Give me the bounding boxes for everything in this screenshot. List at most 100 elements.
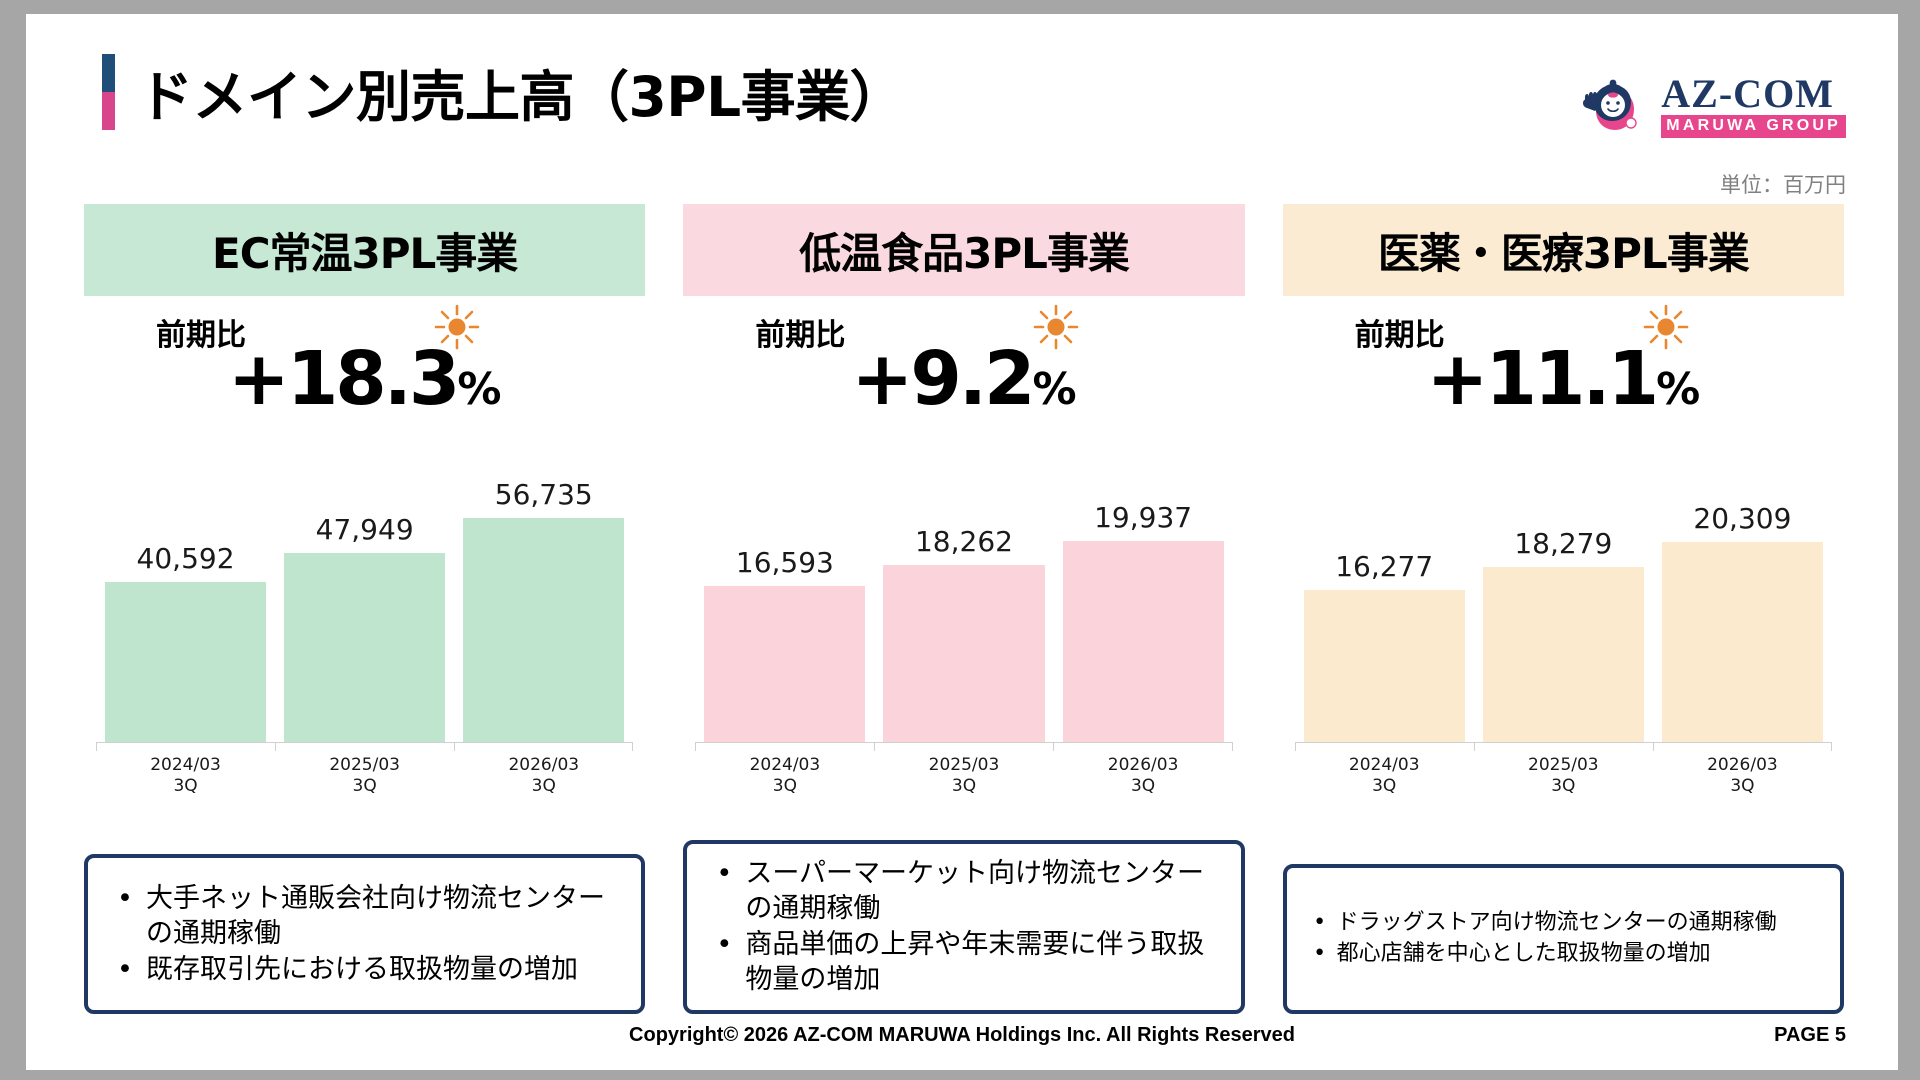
bar-column: 40,592: [104, 452, 267, 742]
title-accent-bar: [102, 54, 115, 130]
unit-note: 単位：百万円: [1720, 173, 1846, 197]
bar-rect: [284, 553, 446, 742]
panel-pharma-medical: 医薬・医療3PL事業 前期比: [1282, 204, 1844, 1024]
growth-value: +9.2%: [683, 336, 1244, 422]
bullet-icon: •: [117, 882, 133, 914]
axis-label: 2025/03 3Q: [1483, 755, 1644, 798]
bar-chart: 16,277 18,279 20,309: [1283, 452, 1844, 742]
bullet-icon: •: [716, 857, 733, 889]
bar-value-label: 16,277: [1335, 550, 1434, 583]
bullet-icon: •: [117, 953, 133, 985]
bar-rect: [104, 582, 267, 742]
bar-value-label: 40,592: [136, 542, 235, 575]
axis-label-line2: 3Q: [1551, 776, 1576, 797]
axis-tick: [1294, 742, 1296, 751]
bullet-icon: •: [1313, 941, 1327, 966]
axis-label: 2026/03 3Q: [463, 755, 624, 798]
chart-axis: [96, 742, 634, 751]
axis-tick: [96, 742, 97, 751]
growth-block: 前期比 +11.1%: [1283, 304, 1844, 444]
axis-label-line2: 3Q: [173, 776, 198, 797]
axis-label-line1: 2024/03: [1348, 755, 1420, 775]
note-text: 商品単価の上昇や年末需要に伴う取扱物量の増加: [745, 928, 1205, 996]
notes-box: • スーパーマーケット向け物流センターの通期稼働 • 商品単価の上昇や年末需要に…: [683, 839, 1245, 1014]
company-logo: AZ-COM MARUWA GROUP: [1573, 71, 1846, 139]
growth-label: 前期比: [1354, 318, 1445, 353]
note-item: • スーパーマーケット向け物流センターの通期稼働: [703, 856, 1224, 927]
sun-icon: [1034, 304, 1079, 350]
axis-label-line2: 3Q: [531, 776, 556, 797]
sun-icon: [1643, 304, 1688, 350]
bullet-icon: •: [716, 928, 733, 960]
axis-tick: [1053, 742, 1055, 751]
bar-rect: [883, 565, 1045, 742]
growth-percent-sign: %: [1032, 364, 1077, 415]
axis-label: 2024/03 3Q: [105, 755, 266, 798]
bar-rect: [704, 586, 866, 742]
bar-column: 56,735: [463, 452, 625, 742]
bar-rect: [1303, 590, 1465, 742]
panel-ec-ambient: EC常温3PL事業 前期比: [84, 204, 646, 1024]
bar-column: 18,262: [883, 452, 1045, 742]
axis-label: 2025/03 3Q: [284, 755, 445, 798]
note-item: • 商品単価の上昇や年末需要に伴う取扱物量の増加: [703, 927, 1224, 998]
bar-rect: [463, 518, 625, 742]
axis-tick: [274, 742, 276, 751]
note-text: 大手ネット通販会社向け物流センターの通期稼働: [146, 882, 605, 950]
sun-icon: [434, 304, 480, 350]
growth-number: +11.1: [1426, 336, 1659, 422]
bar-value-label: 18,262: [914, 525, 1013, 558]
logo-brand-text: AZ-COM: [1661, 71, 1834, 116]
note-item: • ドラッグストア向け物流センターの通期稼働: [1303, 908, 1824, 939]
note-text: ドラッグストア向け物流センターの通期稼働: [1336, 910, 1777, 936]
note-text: スーパーマーケット向け物流センターの通期稼働: [745, 857, 1205, 925]
axis-label: 2026/03 3Q: [1662, 755, 1823, 798]
note-item: • 都心店舗を中心とした取扱物量の増加: [1303, 939, 1824, 970]
bar-rect: [1482, 567, 1644, 742]
axis-tick: [1473, 742, 1475, 751]
note-text: 都心店舗を中心とした取扱物量の増加: [1336, 941, 1711, 966]
bar-value-label: 56,735: [494, 478, 593, 511]
axis-tick: [1231, 742, 1233, 751]
axis-tick: [874, 742, 876, 751]
bar-chart: 40,592 47,949 56,735: [84, 452, 645, 742]
note-item: • 大手ネット通販会社向け物流センターの通期稼働: [104, 881, 625, 952]
bar-column: 19,937: [1062, 452, 1224, 742]
bar-value-label: 47,949: [315, 513, 414, 546]
bar-group: 16,593 18,262 19,937: [695, 452, 1232, 742]
bar-column: 47,949: [284, 452, 446, 742]
note-text: 既存取引先における取扱物量の増加: [146, 953, 578, 985]
axis-labels: 2024/03 3Q 2025/03 3Q 2026/03 3Q: [695, 755, 1232, 798]
axis-label-line2: 3Q: [352, 776, 377, 797]
growth-value: +11.1%: [1283, 336, 1844, 422]
axis-label-line1: 2026/03: [1107, 755, 1179, 775]
accent-bar-navy: [102, 54, 115, 92]
axis-label-line2: 3Q: [1130, 776, 1156, 797]
bar-column: 16,593: [704, 452, 866, 742]
bar-value-label: 18,279: [1514, 527, 1613, 560]
bar-column: 20,309: [1661, 452, 1824, 742]
bar-column: 16,277: [1303, 452, 1465, 742]
slide-header: ドメイン別売上高（3PL事業） AZ-COM MARUWA G: [26, 14, 1898, 164]
axis-label: 2024/03 3Q: [704, 755, 865, 798]
bar-group: 40,592 47,949 56,735: [96, 452, 633, 742]
bar-value-label: 20,309: [1693, 502, 1792, 535]
page-number: PAGE 5: [1774, 1024, 1846, 1046]
axis-label-line1: 2025/03: [1528, 755, 1599, 775]
bar-value-label: 16,593: [735, 546, 834, 579]
growth-label: 前期比: [755, 318, 846, 353]
maruwa-mascot-icon: [1583, 79, 1637, 131]
axis-label-line1: 2024/03: [150, 755, 221, 775]
growth-value: +18.3%: [84, 336, 645, 422]
growth-percent-sign: %: [457, 364, 502, 415]
panel-heading: 医薬・医療3PL事業: [1282, 204, 1844, 296]
axis-label-line2: 3Q: [951, 776, 977, 797]
axis-label-line1: 2026/03: [1707, 755, 1778, 775]
copyright-text: Copyright© 2026 AZ-COM MARUWA Holdings I…: [629, 1024, 1295, 1046]
axis-label-line2: 3Q: [772, 776, 797, 797]
notes-box: • ドラッグストア向け物流センターの通期稼働 • 都心店舗を中心とした取扱物量の…: [1282, 864, 1844, 1014]
bar-column: 18,279: [1482, 452, 1644, 742]
panel-chilled-food: 低温食品3PL事業 前期比: [683, 204, 1245, 1024]
page-title: ドメイン別売上高（3PL事業）: [138, 65, 905, 129]
axis-tick: [1830, 742, 1832, 751]
